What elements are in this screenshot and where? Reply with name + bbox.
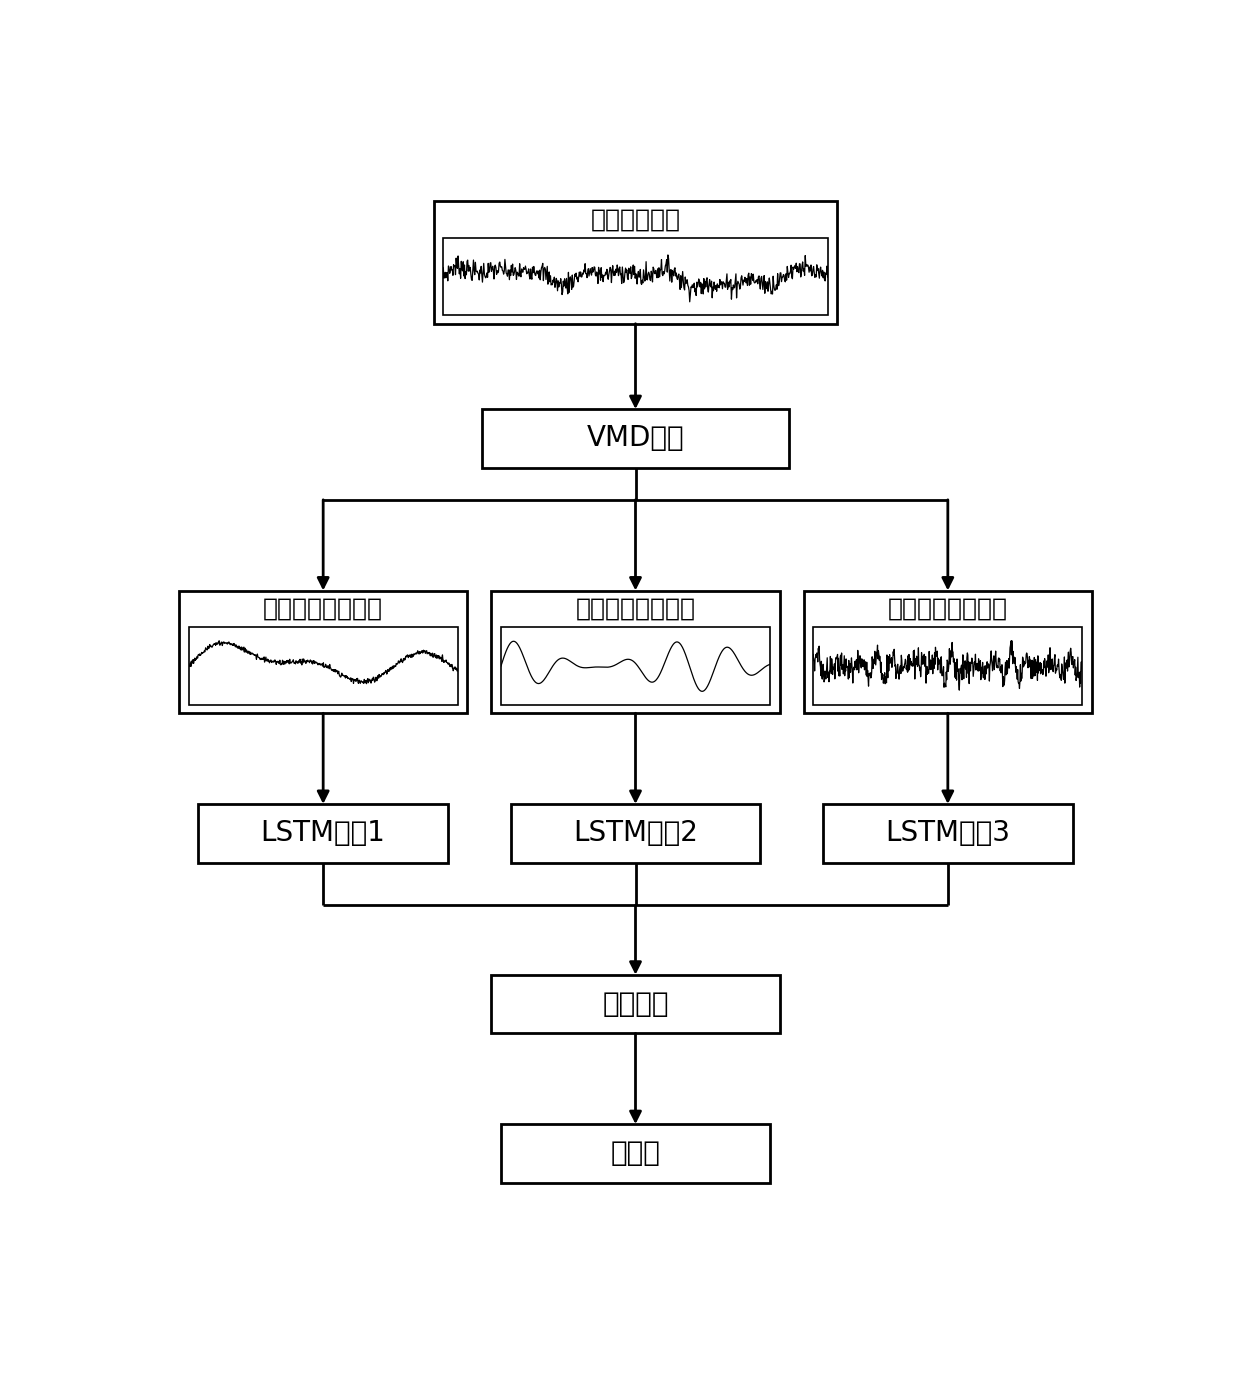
Text: 风电功率波动分量: 风电功率波动分量 [575, 597, 696, 621]
Text: 预测値: 预测値 [610, 1139, 661, 1167]
Bar [511, 804, 760, 862]
Text: 风电功率信号: 风电功率信号 [590, 208, 681, 231]
Bar [491, 590, 780, 714]
Bar [823, 804, 1073, 862]
Bar [501, 628, 770, 704]
Bar [434, 201, 837, 324]
Bar [501, 1124, 770, 1182]
Text: LSTM模型1: LSTM模型1 [260, 819, 386, 847]
Bar [491, 974, 780, 1034]
Bar [188, 628, 458, 704]
Text: VMD分解: VMD分解 [587, 424, 684, 452]
Bar [179, 590, 467, 714]
Bar [444, 238, 828, 315]
Bar [804, 590, 1092, 714]
Bar [198, 804, 448, 862]
Text: 风电功率长期分量: 风电功率长期分量 [263, 597, 383, 621]
Bar [481, 409, 789, 468]
Text: LSTM模型2: LSTM模型2 [573, 819, 698, 847]
Text: 叠加重构: 叠加重构 [603, 990, 668, 1019]
Text: 风电功率长期分量: 风电功率长期分量 [888, 597, 1008, 621]
Bar [813, 628, 1083, 704]
Text: LSTM模型3: LSTM模型3 [885, 819, 1011, 847]
